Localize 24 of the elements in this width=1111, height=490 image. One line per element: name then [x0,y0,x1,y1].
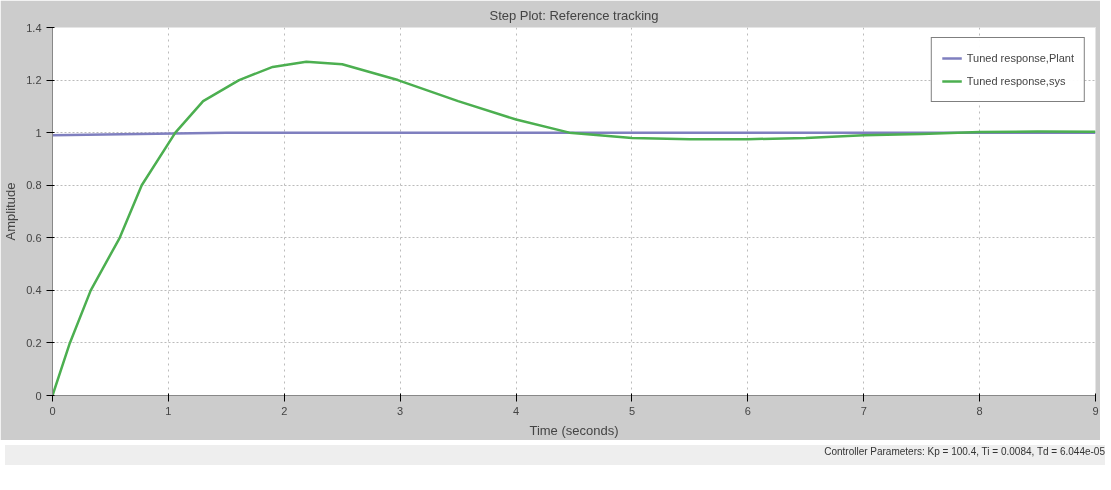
x-tick-label: 4 [513,404,520,417]
y-tick-label: 0.6 [26,231,42,244]
y-tick-label: 0 [35,389,42,402]
x-tick-label: 9 [1092,404,1099,417]
legend-label: Tuned response,Plant [966,52,1074,64]
y-tick-label: 0.8 [26,179,42,192]
x-axis-title: Time (seconds) [529,422,619,438]
legend-label: Tuned response,sys [966,75,1066,87]
x-tick-label: 6 [744,404,751,417]
x-tick-label: 1 [165,404,172,417]
x-tick-label: 5 [628,404,636,417]
y-tick-label: 1.4 [26,21,42,34]
text: Controller Parameters: Kp = 100.4, Ti = 0.0084, Td = 6.044e-05 [824,445,1105,459]
x-tick-label: 7 [860,404,867,417]
y-tick-label: 1.2 [26,74,42,87]
x-tick-label: 0 [49,404,56,417]
y-tick-label: 0.2 [26,336,42,349]
y-axis-title: Amplitude [3,182,19,241]
y-tick-label: 1 [35,126,42,139]
chart-title: Step Plot: Reference tracking [489,7,659,23]
x-tick-label: 3 [397,404,404,417]
x-tick-label: 8 [976,404,983,417]
x-tick-label: 2 [281,404,288,417]
y-tick-label: 0.4 [26,284,42,297]
